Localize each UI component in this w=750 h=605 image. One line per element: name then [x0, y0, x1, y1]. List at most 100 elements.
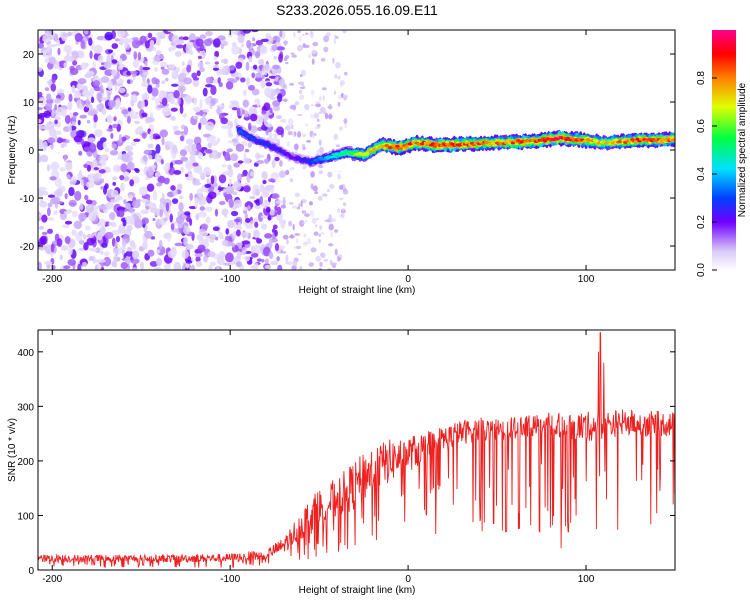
- noise-blob: [227, 219, 235, 228]
- noise-blob: [46, 164, 51, 172]
- noise-blob: [159, 208, 164, 218]
- noise-blob: [50, 243, 55, 253]
- noise-blob: [139, 35, 147, 46]
- noise-blob: [139, 65, 143, 75]
- noise-blob: [335, 144, 341, 148]
- noise-blob: [263, 158, 270, 164]
- noise-blob: [315, 103, 322, 108]
- noise-blob: [53, 210, 58, 216]
- noise-blob: [202, 113, 206, 119]
- noise-blob: [342, 189, 349, 195]
- noise-blob: [328, 223, 334, 231]
- x-tick-label: -100: [220, 274, 240, 285]
- colorbar-label: Normalized spectral amplitude: [737, 82, 748, 217]
- noise-blob: [47, 43, 51, 54]
- noise-blob: [228, 178, 232, 186]
- colorbar-tick-label: 0.6: [696, 119, 707, 133]
- noise-blob: [230, 210, 239, 217]
- noise-blob: [264, 264, 272, 270]
- noise-blob: [64, 220, 73, 225]
- noise-blob: [294, 192, 300, 198]
- noise-blob: [119, 246, 127, 251]
- noise-blob: [198, 122, 202, 130]
- noise-blob: [215, 191, 221, 196]
- noise-blob: [221, 164, 227, 168]
- noise-blob: [301, 133, 307, 138]
- noise-blob: [198, 201, 204, 206]
- noise-blob: [233, 199, 243, 208]
- noise-blob: [96, 140, 105, 151]
- noise-blob: [101, 242, 108, 248]
- noise-blob: [301, 198, 307, 204]
- noise-blob: [332, 264, 336, 268]
- noise-blob: [163, 177, 170, 185]
- spectrogram-y-label: Frequency (Hz): [7, 116, 18, 185]
- noise-blob: [294, 233, 301, 236]
- noise-blob: [278, 78, 285, 86]
- noise-blob: [51, 110, 55, 117]
- noise-blob: [158, 54, 165, 60]
- noise-blob: [182, 36, 189, 41]
- noise-blob: [104, 31, 113, 41]
- noise-blob: [160, 66, 165, 70]
- noise-blob: [71, 210, 78, 218]
- noise-blob: [137, 51, 142, 61]
- noise-blob: [282, 198, 286, 206]
- noise-blob: [184, 125, 189, 136]
- noise-blob: [310, 89, 315, 96]
- noise-blob: [87, 110, 97, 116]
- noise-blob: [210, 261, 216, 267]
- noise-blob: [173, 262, 182, 270]
- noise-blob: [41, 231, 48, 236]
- noise-blob: [48, 127, 57, 137]
- noise-blob: [38, 225, 45, 230]
- noise-blob: [170, 185, 176, 191]
- noise-blob: [272, 133, 279, 138]
- noise-blob: [163, 217, 168, 222]
- noise-blob: [255, 205, 262, 210]
- noise-blob: [242, 30, 252, 34]
- noise-blob: [114, 85, 118, 92]
- noise-blob: [260, 215, 269, 219]
- noise-blob: [88, 255, 95, 262]
- noise-blob: [198, 170, 203, 176]
- noise-blob: [285, 61, 289, 65]
- noise-blob: [333, 133, 338, 140]
- noise-blob: [161, 68, 170, 75]
- noise-blob: [118, 87, 126, 94]
- noise-blob: [93, 167, 99, 171]
- noise-blob: [245, 61, 250, 71]
- noise-blob: [303, 233, 307, 238]
- noise-blob: [163, 264, 170, 270]
- noise-blob: [40, 235, 47, 246]
- noise-blob: [179, 105, 184, 114]
- noise-blob: [230, 79, 238, 84]
- noise-blob: [341, 212, 345, 219]
- noise-blob: [110, 189, 119, 198]
- noise-blob: [292, 31, 296, 38]
- noise-blob: [175, 216, 185, 225]
- noise-blob: [265, 35, 274, 45]
- noise-blob: [215, 236, 219, 241]
- noise-blob: [39, 200, 48, 208]
- colorbar-tick-label: 0.2: [696, 215, 707, 229]
- noise-blob: [82, 233, 87, 240]
- noise-blob: [197, 152, 204, 160]
- noise-blob: [320, 252, 326, 259]
- noise-blob: [299, 94, 305, 100]
- noise-blob: [265, 206, 271, 213]
- noise-blob: [185, 260, 193, 264]
- noise-blob: [292, 134, 295, 137]
- noise-blob: [241, 109, 245, 115]
- noise-blob: [323, 35, 330, 43]
- noise-blob: [147, 84, 153, 94]
- noise-blob: [97, 259, 106, 263]
- noise-blob: [192, 77, 200, 81]
- noise-blob: [269, 96, 276, 101]
- noise-blob: [313, 112, 320, 119]
- noise-blob: [79, 103, 83, 110]
- noise-blob: [179, 195, 184, 200]
- noise-blob: [209, 234, 217, 240]
- noise-blob: [39, 154, 49, 163]
- colorbar-tick-label: 0.4: [696, 167, 707, 181]
